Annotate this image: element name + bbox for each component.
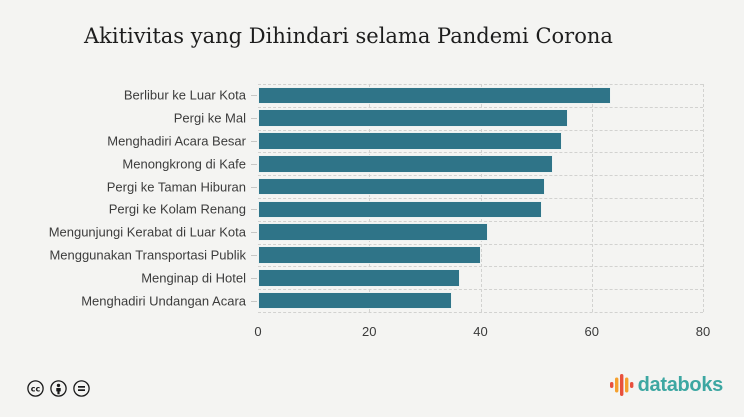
y-axis-tick [251, 232, 257, 234]
x-axis-tick-label: 0 [254, 324, 262, 339]
category-label: Berlibur ke Luar Kota [123, 87, 246, 103]
vertical-gridline [369, 84, 371, 312]
y-axis-tick [251, 186, 257, 188]
attribution-icon [50, 380, 67, 397]
horizontal-gridline [258, 312, 703, 313]
bar-1[interactable] [258, 86, 612, 105]
bar-9[interactable] [258, 269, 460, 287]
databoks-logo: databoks [609, 371, 724, 399]
y-axis-tick [251, 300, 257, 302]
category-label: Menghadiri Undangan Acara [81, 293, 246, 309]
bar-3[interactable] [258, 132, 563, 150]
y-axis-tick [251, 209, 257, 211]
bar-7[interactable] [258, 223, 489, 241]
category-label: Pergi ke Taman Hiburan [106, 179, 246, 195]
cc-icon: cc [27, 380, 44, 397]
bar-5[interactable] [258, 177, 546, 196]
category-label: Menongkrong di Kafe [122, 156, 246, 172]
databoks-logo-icon [609, 374, 633, 396]
x-axis-tick-label: 80 [695, 324, 711, 339]
category-label: Menghadiri Acara Besar [107, 133, 246, 149]
y-axis-tick [251, 141, 257, 142]
y-axis-tick [251, 163, 257, 165]
bar-6[interactable] [258, 200, 542, 219]
category-label: Pergi ke Kolam Renang [108, 201, 246, 217]
x-axis-tick-label: 40 [473, 324, 488, 339]
category-label: Menggunakan Transportasi Publik [49, 247, 246, 263]
databoks-logo-text: databoks [637, 373, 724, 396]
y-axis-labels: Berlibur ke Luar Kota Pergi ke Mal Menghad… [0, 84, 246, 312]
y-axis-tick [251, 277, 257, 279]
category-label: Mengunjungi Kerabat di Luar Kota [48, 224, 246, 240]
y-axis-tick [251, 95, 257, 97]
category-label: Pergi ke Mal [173, 110, 246, 126]
equal-icon [73, 380, 90, 397]
vertical-gridline [480, 84, 482, 312]
svg-text:cc: cc [31, 384, 41, 393]
vertical-gridline [591, 84, 593, 312]
y-axis-tick [251, 118, 257, 120]
vertical-gridline [703, 84, 704, 312]
bar-8[interactable] [258, 246, 481, 264]
x-axis-tick-label: 60 [584, 324, 599, 339]
bar-10[interactable] [258, 291, 453, 310]
y-axis-tick [251, 255, 257, 256]
category-label: Menginap di Hotel [141, 270, 246, 286]
x-axis-tick-label: 20 [362, 324, 377, 339]
license-badges: cc [27, 380, 90, 397]
bar-2[interactable] [258, 109, 568, 127]
plot-area [258, 84, 704, 313]
bar-4[interactable] [258, 155, 554, 173]
chart-title: Akitivitas yang Dihindari selama Pandemi… [84, 24, 613, 48]
